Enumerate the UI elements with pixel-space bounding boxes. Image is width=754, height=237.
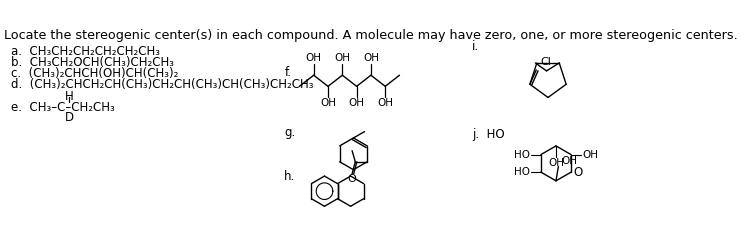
Text: O: O bbox=[574, 166, 583, 179]
Text: f.: f. bbox=[284, 66, 291, 79]
Text: Cl: Cl bbox=[541, 57, 551, 67]
Text: h.: h. bbox=[284, 170, 296, 183]
Text: OH: OH bbox=[562, 156, 578, 166]
Text: i.: i. bbox=[472, 40, 479, 53]
Text: OH: OH bbox=[582, 150, 598, 160]
Text: HO: HO bbox=[513, 150, 530, 160]
Text: D: D bbox=[65, 111, 74, 124]
Text: OH: OH bbox=[334, 53, 351, 63]
Text: e.  CH₃–C–CH₂CH₃: e. CH₃–C–CH₂CH₃ bbox=[11, 101, 115, 114]
Text: c.  (CH₃)₂CHCH(OH)CH(CH₃)₂: c. (CH₃)₂CHCH(OH)CH(CH₃)₂ bbox=[11, 67, 179, 80]
Text: OH: OH bbox=[548, 158, 564, 168]
Text: d.  (CH₃)₂CHCH₂CH(CH₃)CH₂CH(CH₃)CH(CH₃)CH₂CH₃: d. (CH₃)₂CHCH₂CH(CH₃)CH₂CH(CH₃)CH(CH₃)CH… bbox=[11, 78, 314, 91]
Text: OH: OH bbox=[348, 98, 365, 108]
Text: O: O bbox=[348, 174, 357, 184]
Text: Locate the stereogenic center(s) in each compound. A molecule may have zero, one: Locate the stereogenic center(s) in each… bbox=[4, 29, 737, 42]
Text: H: H bbox=[65, 90, 73, 103]
Text: b.  CH₃CH₂OCH(CH₃)CH₂CH₃: b. CH₃CH₂OCH(CH₃)CH₂CH₃ bbox=[11, 56, 174, 69]
Text: OH: OH bbox=[320, 98, 336, 108]
Text: OH: OH bbox=[305, 53, 322, 63]
Text: a.  CH₃CH₂CH₂CH₂CH₂CH₃: a. CH₃CH₂CH₂CH₂CH₂CH₃ bbox=[11, 45, 160, 58]
Text: j.  HO: j. HO bbox=[472, 128, 504, 141]
Text: g.: g. bbox=[284, 126, 296, 139]
Text: HO: HO bbox=[513, 167, 530, 177]
Text: OH: OH bbox=[377, 98, 394, 108]
Text: OH: OH bbox=[363, 53, 379, 63]
